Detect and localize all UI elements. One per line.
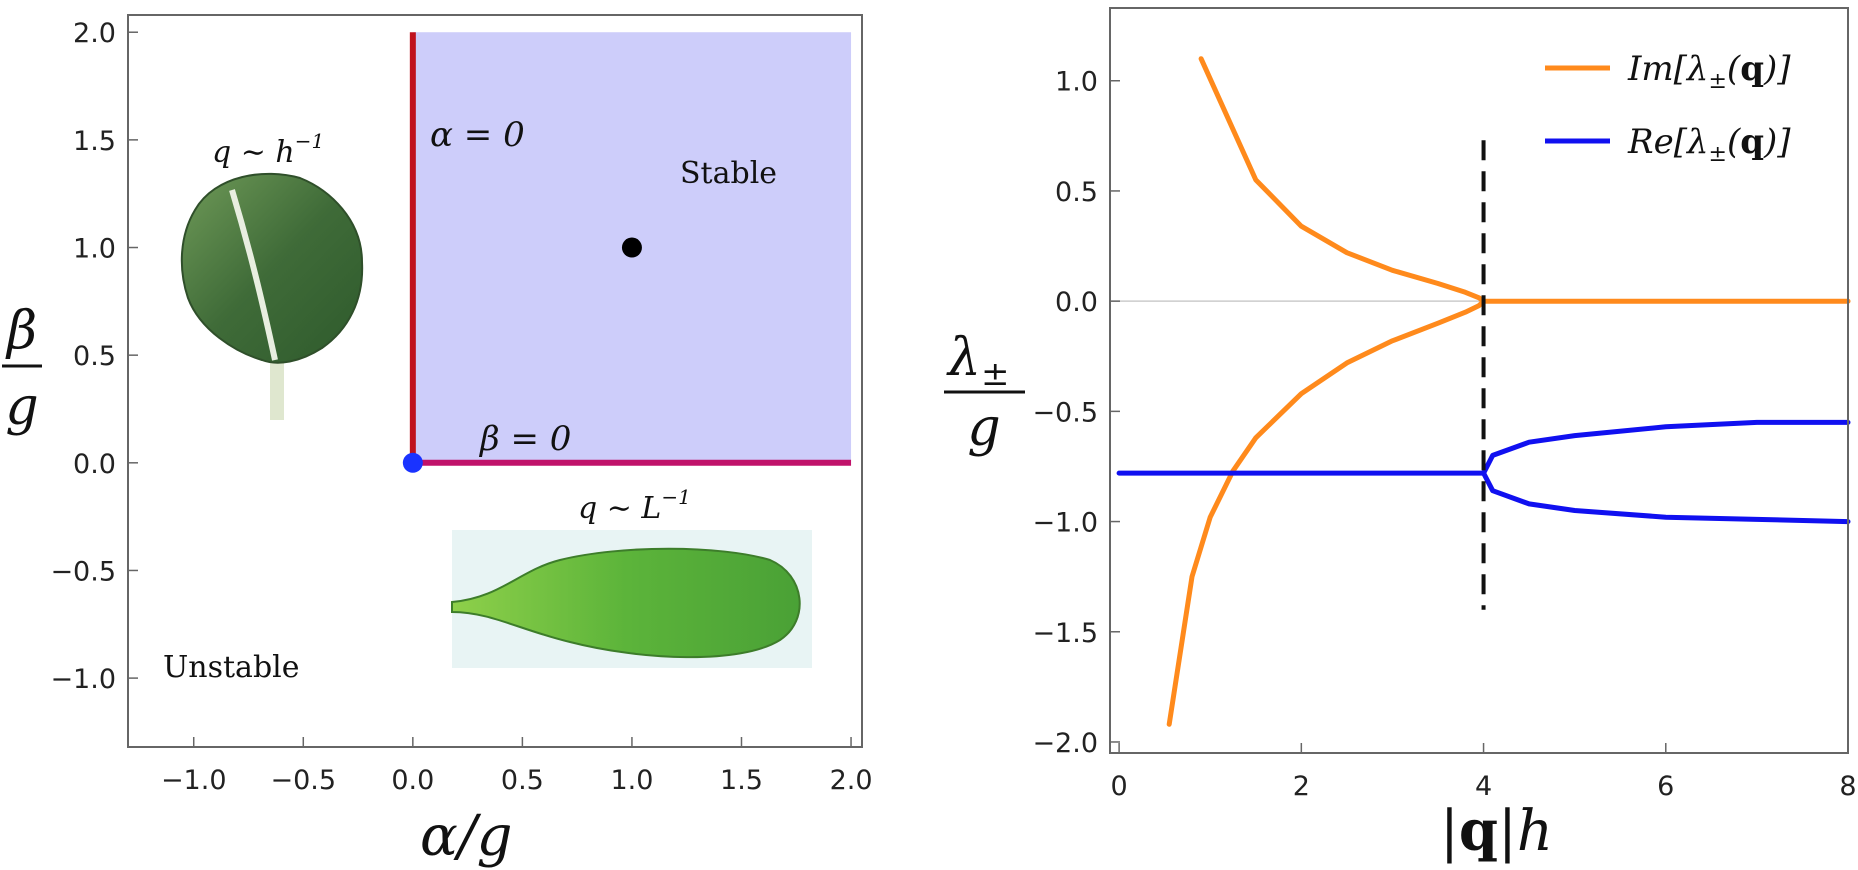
right-x-tick-label: 6: [1657, 771, 1674, 802]
re-branch-upper-line: [1481, 419, 1851, 476]
svg-text:β: β: [5, 301, 37, 361]
left-x-axis-label: α/g: [420, 804, 513, 869]
right-x-tick-label: 2: [1293, 771, 1310, 802]
left-x-tick-label: 1.0: [610, 765, 653, 796]
right-y-tick-label: −2.0: [1032, 728, 1098, 759]
left-x-tick-label: 0.5: [501, 765, 544, 796]
stability-diagram: −1.0 −0.5 0.0 0.5 1.0 1.5 2.0 2.01.51.00.50.0−…: [2, 14, 873, 869]
right-y-tick-label: −1.0: [1032, 508, 1098, 539]
left-y-tick-label: 2.0: [73, 18, 116, 49]
origin-point: [402, 452, 423, 473]
right-y-tick-label: 1.0: [1055, 67, 1098, 98]
left-y-axis-label: β g: [2, 301, 42, 437]
marked-point: [621, 237, 642, 258]
right-x-axis: 0 2 4 6 8: [1111, 743, 1857, 802]
svg-text:g: g: [5, 377, 38, 437]
right-y-tick-label: −0.5: [1032, 397, 1098, 428]
svg-text:g: g: [967, 398, 1000, 458]
left-y-tick-label: 1.0: [73, 234, 116, 265]
right-x-tick-label: 0: [1111, 771, 1128, 802]
left-x-tick-label: 2.0: [830, 765, 873, 796]
left-y-axis: 2.0 1.5 1.0 0.5 0.0 −0.5 −1.0: [50, 18, 138, 695]
im-branch-lower-line: [1166, 298, 1487, 727]
series-layer: [1116, 56, 1851, 727]
spinach-leaf-image: [451, 530, 812, 668]
leaf-top-label: q ∼ h−1: [212, 129, 324, 170]
right-x-tick-label: 4: [1475, 771, 1492, 802]
right-x-tick-label: 8: [1839, 771, 1856, 802]
re-branch-lower-line: [1481, 470, 1851, 525]
left-x-axis: −1.0 −0.5 0.0 0.5 1.0 1.5 2.0: [161, 737, 873, 796]
right-y-axis-label: λ± g: [944, 328, 1025, 458]
left-x-tick-label: −0.5: [271, 765, 337, 796]
unstable-label: Unstable: [163, 650, 300, 685]
legend-label-re: Re[λ±(q)]: [1627, 122, 1791, 167]
left-y-tick-label: 0.5: [73, 341, 116, 372]
beta-zero-label: β = 0: [478, 419, 571, 459]
left-x-tick-label: 0.0: [391, 765, 434, 796]
right-y-axis: 1.0 0.5 0.0 −0.5 −1.0 −1.5 −2.0: [1032, 67, 1120, 759]
left-y-tick-label: 0.0: [73, 449, 116, 480]
legend: Im[λ±(q)] Re[λ±(q)]: [1545, 49, 1791, 167]
right-y-tick-label: −1.5: [1032, 618, 1098, 649]
left-y-tick-label: −0.5: [50, 556, 116, 587]
dispersion-plot: 0 2 4 6 8 1.0 0.5 0.0 −0.5 −1.0 −1.5 −2.0 Im[λ±(q)…: [944, 7, 1857, 864]
left-x-tick-label: −1.0: [161, 765, 227, 796]
legend-label-im: Im[λ±(q)]: [1627, 49, 1791, 94]
right-y-tick-label: 0.5: [1055, 177, 1098, 208]
im-branch-upper-line: [1198, 56, 1487, 304]
left-x-tick-label: 1.5: [720, 765, 763, 796]
left-y-tick-label: −1.0: [50, 664, 116, 695]
right-y-tick-label: 0.0: [1055, 287, 1098, 318]
left-y-tick-label: 1.5: [73, 126, 116, 157]
svg-text:λ±: λ±: [946, 328, 1009, 394]
right-plot-frame: [1109, 7, 1849, 754]
right-x-axis-label: |q|h: [1440, 798, 1553, 864]
stable-label: Stable: [680, 156, 777, 191]
leaf-bottom-label: q ∼ L−1: [578, 485, 691, 526]
left-plot-frame: [127, 14, 863, 748]
cabbage-leaf-image: [180, 172, 364, 420]
alpha-zero-label: α = 0: [430, 115, 525, 155]
